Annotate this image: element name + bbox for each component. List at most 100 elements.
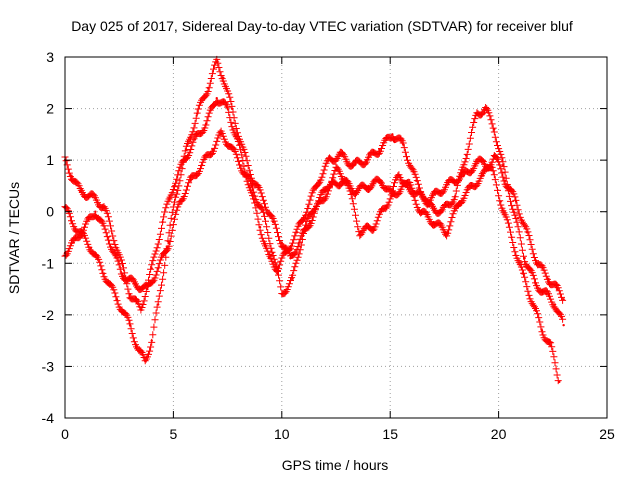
data-point xyxy=(250,184,253,188)
data-point xyxy=(150,267,153,270)
data-point xyxy=(514,200,518,203)
data-point xyxy=(438,189,442,193)
data-point xyxy=(490,169,494,172)
data-point xyxy=(172,184,175,188)
data-point xyxy=(454,195,457,198)
data-point xyxy=(352,164,355,167)
data-point xyxy=(397,174,401,177)
data-point xyxy=(451,179,455,182)
data-point xyxy=(419,210,422,213)
data-point xyxy=(239,164,242,167)
data-point xyxy=(402,143,405,146)
data-point xyxy=(226,107,229,110)
data-point xyxy=(536,262,539,265)
data-point xyxy=(133,282,136,286)
data-point xyxy=(107,236,110,239)
data-point xyxy=(549,344,552,347)
data-point xyxy=(206,86,210,90)
data-point xyxy=(297,241,301,244)
data-point xyxy=(358,231,362,234)
data-point xyxy=(271,251,275,255)
data-point xyxy=(189,179,192,182)
data-point xyxy=(306,205,310,208)
data-point xyxy=(200,164,203,167)
axis-ticks: 0 5 10 15 20 25 -4 -3 -2 -1 0 1 2 3 xyxy=(42,49,615,442)
data-point xyxy=(157,267,160,270)
data-point xyxy=(302,231,305,234)
series-arc-c xyxy=(61,127,567,304)
data-point xyxy=(328,158,331,162)
data-point xyxy=(445,231,448,234)
data-point xyxy=(547,277,550,280)
data-point xyxy=(484,107,487,110)
data-point xyxy=(482,158,485,162)
y-tick-label: 3 xyxy=(46,49,54,65)
data-point xyxy=(534,282,537,286)
data-point xyxy=(280,293,283,296)
chart-title: Day 025 of 2017, Sidereal Day-to-day VTE… xyxy=(71,18,573,34)
data-point xyxy=(128,293,132,296)
data-point xyxy=(89,195,93,198)
data-point xyxy=(139,308,143,311)
data-point xyxy=(150,339,153,342)
data-point xyxy=(102,205,106,208)
data-point xyxy=(115,246,119,250)
data-point xyxy=(70,220,73,224)
data-point xyxy=(185,148,188,152)
data-point xyxy=(441,210,444,213)
data-point xyxy=(215,60,218,64)
data-point xyxy=(545,293,548,296)
data-point xyxy=(391,133,394,136)
data-point xyxy=(228,143,231,146)
x-tick-label: 25 xyxy=(599,426,615,442)
data-point xyxy=(473,164,476,167)
data-point xyxy=(462,174,466,177)
data-point xyxy=(102,272,106,275)
data-point xyxy=(72,241,75,244)
data-point xyxy=(196,112,199,115)
data-point xyxy=(280,241,283,244)
data-point xyxy=(219,133,223,136)
plot-frame xyxy=(64,56,608,419)
data-point xyxy=(562,323,565,327)
grid-lines xyxy=(65,57,607,418)
data-point xyxy=(525,231,528,234)
data-point xyxy=(378,148,381,152)
data-point xyxy=(555,287,559,291)
data-point xyxy=(291,277,294,280)
x-tick-label: 0 xyxy=(61,426,69,442)
data-point xyxy=(317,179,320,182)
data-point xyxy=(371,225,375,229)
data-point xyxy=(510,236,513,239)
y-tick-label: -3 xyxy=(42,358,55,374)
y-tick-label: -1 xyxy=(42,255,55,271)
data-point xyxy=(248,184,251,188)
data-point xyxy=(313,205,316,208)
data-point xyxy=(482,174,485,177)
data-point xyxy=(289,256,292,260)
y-tick-label: 0 xyxy=(46,204,54,220)
data-point xyxy=(345,179,349,182)
data-point xyxy=(237,143,240,146)
x-tick-label: 5 xyxy=(170,426,178,442)
data-point xyxy=(261,210,264,213)
data-point xyxy=(380,179,383,182)
data-point xyxy=(178,200,182,203)
data-point xyxy=(415,179,418,182)
data-point xyxy=(70,174,73,177)
data-point xyxy=(464,153,468,157)
x-tick-label: 20 xyxy=(491,426,507,442)
data-point xyxy=(167,241,171,244)
data-point xyxy=(161,220,164,224)
data-point xyxy=(334,169,338,172)
data-point xyxy=(295,231,299,234)
y-tick-label: 2 xyxy=(46,101,54,117)
data-point xyxy=(258,225,262,229)
data-point xyxy=(222,76,225,79)
x-axis-label: GPS time / hours xyxy=(282,457,389,473)
data-point xyxy=(512,210,515,213)
data-point xyxy=(493,153,496,157)
data-point xyxy=(193,138,197,141)
data-point xyxy=(144,360,147,363)
